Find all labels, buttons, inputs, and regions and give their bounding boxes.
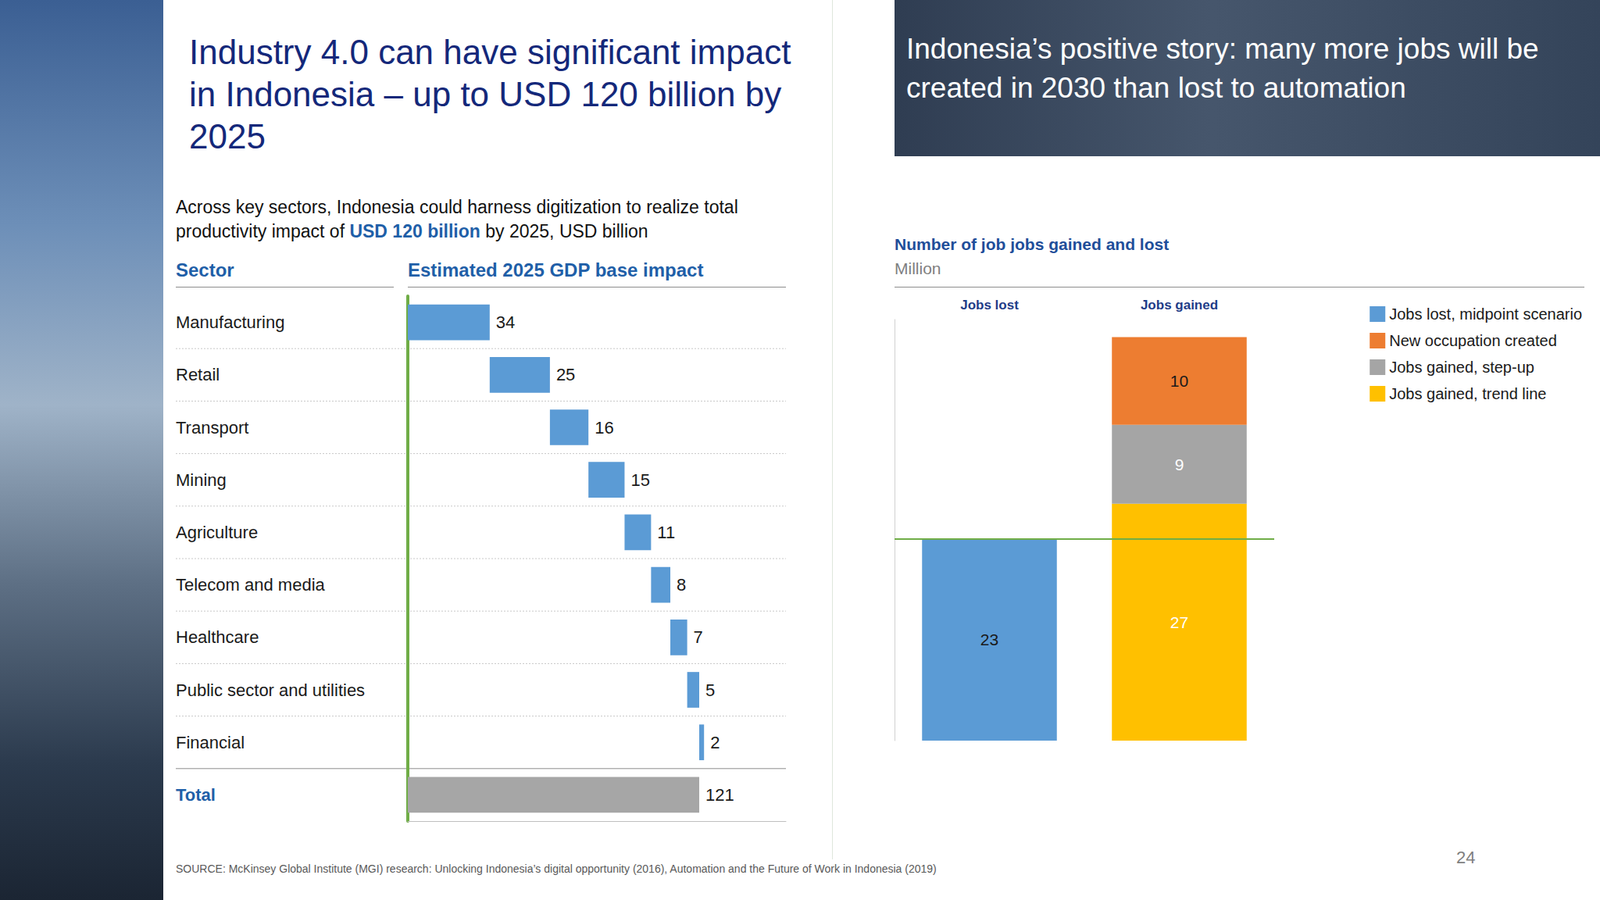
svg-text:2: 2 — [710, 732, 720, 753]
html-text:Number of job jobs gained and: Number of job jobs gained and lost — [894, 235, 1169, 254]
html-text:Across key sectors, Indonesia: Across key sectors, Indonesia could harn… — [175, 196, 739, 242]
svg-text:Telecom and media: Telecom and media — [175, 575, 326, 595]
svg-text:11: 11 — [657, 522, 675, 543]
svg-text:Total: Total — [175, 785, 216, 805]
svg-text:Jobs lost: Jobs lost — [960, 297, 1019, 313]
svg-text:Agriculture: Agriculture — [175, 522, 258, 543]
svg-text:Jobs gained: Jobs gained — [1140, 297, 1218, 313]
svg-text:Jobs gained, trend line: Jobs gained, trend line — [1389, 385, 1547, 403]
svg-text:5: 5 — [705, 680, 715, 700]
svg-text:8: 8 — [676, 575, 686, 595]
svg-text:Manufacturing: Manufacturing — [175, 312, 285, 333]
svg-text:Retail: Retail — [175, 364, 220, 385]
svg-text:7: 7 — [693, 627, 704, 647]
svg-text:Jobs gained, step-up: Jobs gained, step-up — [1389, 358, 1535, 376]
svg-text:Mining: Mining — [175, 470, 227, 490]
svg-text:10: 10 — [1170, 371, 1189, 390]
html-text:24: 24 — [1456, 847, 1476, 868]
svg-text:Jobs lost, midpoint scenario: Jobs lost, midpoint scenario — [1389, 305, 1583, 323]
html-text:SOURCE: McKinsey Global Instit: SOURCE: McKinsey Global Institute (MGI) … — [175, 862, 937, 875]
svg-text:9: 9 — [1175, 455, 1185, 474]
svg-text:Public sector and utilities: Public sector and utilities — [175, 680, 365, 700]
svg-text:Financial: Financial — [175, 732, 245, 753]
svg-text:27: 27 — [1170, 613, 1189, 632]
html-text:Million: Million — [894, 259, 942, 278]
svg-text:23: 23 — [980, 630, 999, 649]
svg-text:16: 16 — [594, 417, 614, 438]
svg-text:New occupation created: New occupation created — [1389, 332, 1558, 350]
html-text:Sector: Sector — [175, 259, 235, 281]
svg-text:34: 34 — [496, 312, 515, 333]
svg-text:15: 15 — [630, 470, 650, 490]
svg-text:121: 121 — [705, 785, 735, 805]
html-text:Indonesia’s positive story: ma: Indonesia’s positive story: many more jo… — [906, 32, 1539, 104]
svg-text:Transport: Transport — [175, 417, 249, 438]
html-text:Estimated 2025 GDP base impact: Estimated 2025 GDP base impact — [407, 259, 704, 281]
html-text:Industry 4.0 can have signific: Industry 4.0 can have significant impact… — [189, 32, 791, 156]
svg-text:25: 25 — [556, 364, 575, 385]
svg-text:Healthcare: Healthcare — [175, 627, 259, 647]
